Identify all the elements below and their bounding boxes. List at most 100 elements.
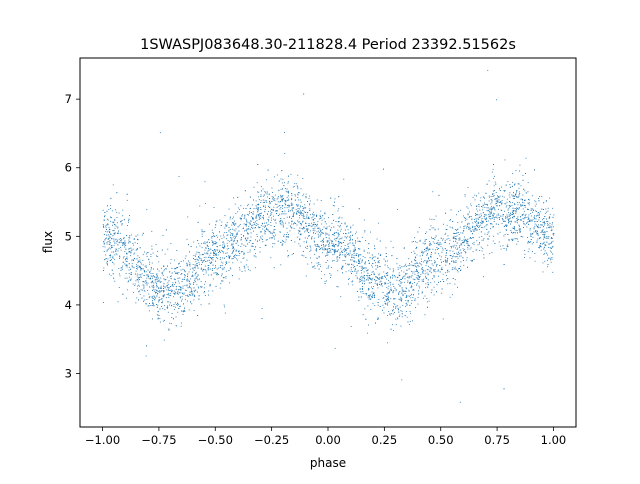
data-point [336, 236, 338, 238]
data-point [485, 219, 487, 221]
data-point [396, 263, 398, 265]
data-point [477, 222, 479, 224]
data-point [358, 261, 360, 263]
data-point [516, 207, 517, 209]
data-point [311, 236, 313, 238]
data-point [257, 214, 259, 216]
data-point [339, 242, 341, 243]
data-point [279, 213, 281, 215]
data-point [187, 300, 188, 302]
data-point [353, 248, 355, 250]
data-point [358, 254, 360, 255]
data-point [226, 256, 227, 257]
data-point [302, 221, 304, 223]
data-point [164, 287, 166, 289]
data-point [473, 242, 475, 243]
data-point [264, 192, 266, 194]
data-point [478, 214, 480, 216]
data-point [493, 206, 494, 208]
data-point [175, 288, 177, 290]
data-point [327, 244, 329, 245]
data-point [531, 243, 533, 245]
data-point [150, 273, 152, 274]
data-point [449, 243, 450, 245]
data-point [416, 282, 418, 284]
data-point [288, 192, 289, 194]
data-point [302, 206, 303, 207]
data-point [224, 312, 226, 314]
data-point [209, 284, 211, 286]
data-point [137, 265, 139, 267]
data-point [110, 197, 112, 199]
data-point [151, 248, 153, 250]
data-point [178, 263, 180, 265]
data-point [427, 279, 429, 281]
data-point [145, 283, 147, 285]
data-point [550, 261, 552, 263]
data-point [548, 247, 550, 248]
data-point [511, 221, 513, 223]
data-point [430, 272, 432, 274]
data-point [396, 279, 398, 281]
data-point [116, 211, 118, 213]
data-point [529, 229, 531, 231]
data-point [387, 260, 388, 262]
data-point [546, 231, 548, 232]
data-point [151, 230, 153, 232]
data-point [226, 234, 228, 236]
data-point [171, 317, 173, 318]
data-point [342, 272, 343, 274]
data-point [147, 274, 149, 276]
data-point [226, 232, 228, 233]
data-point [246, 223, 247, 225]
data-point [490, 209, 492, 211]
data-point [115, 209, 116, 211]
data-point [280, 264, 282, 266]
data-point [474, 226, 476, 227]
data-point [367, 269, 369, 271]
data-point [108, 234, 109, 236]
data-point [252, 219, 254, 221]
data-point [169, 293, 171, 294]
data-point [487, 232, 489, 234]
data-point [139, 285, 140, 287]
data-point [402, 289, 404, 291]
data-point [199, 257, 200, 259]
data-point [459, 226, 461, 228]
data-point [114, 254, 116, 256]
data-point [541, 231, 543, 233]
data-point [215, 266, 217, 268]
data-point [498, 241, 500, 243]
data-point [298, 243, 300, 245]
data-point [310, 214, 311, 216]
data-point [306, 242, 307, 244]
data-point [153, 296, 155, 298]
data-point [112, 261, 114, 263]
data-point [545, 245, 547, 246]
data-point [288, 234, 289, 235]
data-point [406, 273, 408, 274]
data-point [186, 279, 187, 281]
data-point [274, 176, 275, 178]
data-point [326, 280, 327, 282]
data-point [267, 169, 269, 171]
data-point [467, 246, 469, 248]
data-point [361, 261, 363, 263]
data-point [431, 218, 433, 220]
data-point [322, 239, 324, 241]
data-point [434, 261, 436, 263]
data-point [463, 260, 464, 261]
data-point [294, 241, 296, 243]
data-point [388, 292, 390, 294]
data-point [198, 262, 200, 263]
data-point [482, 222, 484, 223]
data-point [518, 202, 520, 204]
data-point [157, 280, 158, 282]
data-point [525, 192, 527, 194]
data-point [293, 228, 295, 229]
data-point [539, 211, 541, 213]
data-point [291, 203, 293, 205]
data-point [416, 274, 418, 276]
data-point [490, 203, 492, 205]
data-point [469, 211, 470, 213]
